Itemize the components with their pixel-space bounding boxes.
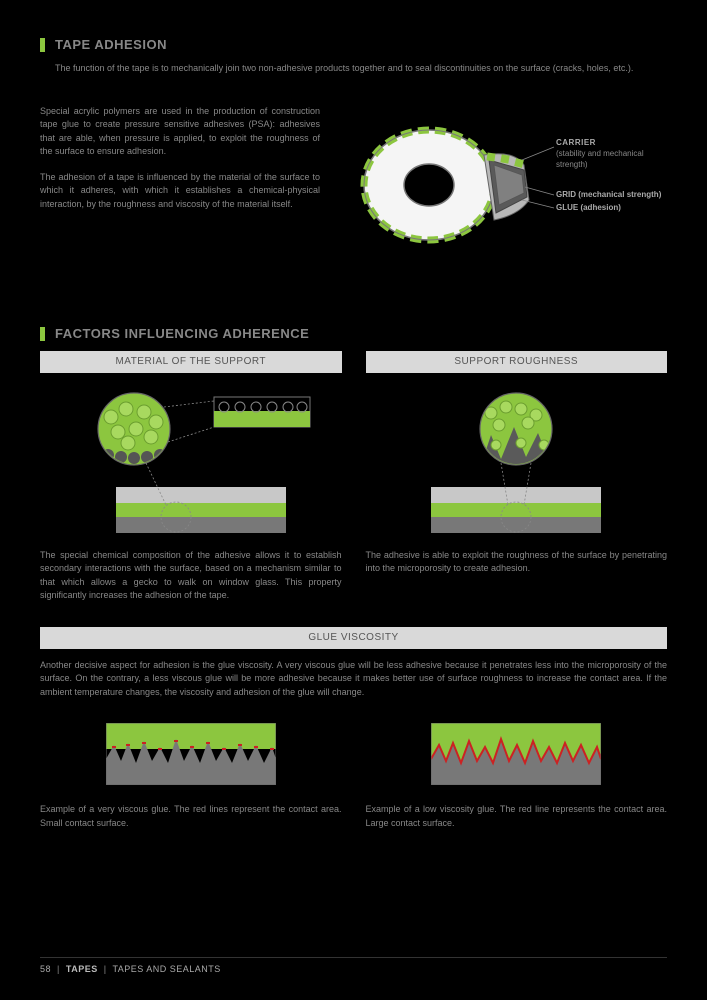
- para-influence: The adhesion of a tape is influenced by …: [40, 171, 320, 212]
- label-carrier: CARRIER (stability and mechanical streng…: [556, 137, 667, 171]
- low-viscosity-caption: Example of a low viscosity glue. The red…: [366, 803, 668, 830]
- heading-factors: FACTORS INFLUENCING ADHERENCE: [55, 325, 309, 343]
- factor-material: MATERIAL OF THE SUPPORT: [40, 351, 342, 603]
- high-viscosity-illustration: [40, 717, 342, 785]
- accent-bar-icon: [40, 327, 45, 341]
- factor-roughness: SUPPORT ROUGHNESS: [366, 351, 668, 603]
- factor-header-roughness: SUPPORT ROUGHNESS: [366, 351, 668, 373]
- label-glue: GLUE (adhesion): [556, 202, 621, 213]
- adhesion-text-column: Special acrylic polymers are used in the…: [40, 105, 320, 265]
- material-desc: The special chemical composition of the …: [40, 549, 342, 603]
- page-number: 58: [40, 964, 51, 974]
- roughness-desc: The adhesive is able to exploit the roug…: [366, 549, 668, 576]
- footer-category: TAPES: [66, 964, 98, 974]
- accent-bar-icon: [40, 38, 45, 52]
- factor-header-viscosity: GLUE VISCOSITY: [40, 627, 667, 649]
- factor-viscosity: GLUE VISCOSITY Another decisive aspect f…: [40, 627, 667, 831]
- factor-header-material: MATERIAL OF THE SUPPORT: [40, 351, 342, 373]
- low-viscosity-illustration: [366, 717, 668, 785]
- footer-sep: |: [104, 964, 107, 974]
- tape-roll-diagram: CARRIER (stability and mechanical streng…: [344, 105, 667, 265]
- page-content: TAPE ADHESION The function of the tape i…: [0, 0, 707, 830]
- section-title-adhesion: TAPE ADHESION: [40, 36, 667, 54]
- roughness-illustration: [366, 387, 668, 537]
- viscosity-low: Example of a low viscosity glue. The red…: [366, 717, 668, 830]
- intro-text: The function of the tape is to mechanica…: [55, 62, 667, 75]
- para-psa: Special acrylic polymers are used in the…: [40, 105, 320, 159]
- footer-rule: [40, 957, 667, 958]
- heading-adhesion: TAPE ADHESION: [55, 36, 167, 54]
- viscosity-examples: Example of a very viscous glue. The red …: [40, 717, 667, 830]
- page-footer: 58 | TAPES | TAPES AND SEALANTS: [40, 963, 221, 976]
- label-grid: GRID (mechanical strength): [556, 189, 661, 200]
- viscosity-intro: Another decisive aspect for adhesion is …: [40, 659, 667, 700]
- factors-two-col: MATERIAL OF THE SUPPORT: [40, 351, 667, 603]
- material-illustration: [40, 387, 342, 537]
- footer-title: TAPES AND SEALANTS: [112, 964, 220, 974]
- viscosity-high: Example of a very viscous glue. The red …: [40, 717, 342, 830]
- high-viscosity-caption: Example of a very viscous glue. The red …: [40, 803, 342, 830]
- footer-sep: |: [57, 964, 60, 974]
- adhesion-row: Special acrylic polymers are used in the…: [40, 105, 667, 265]
- section-title-factors: FACTORS INFLUENCING ADHERENCE: [40, 325, 667, 343]
